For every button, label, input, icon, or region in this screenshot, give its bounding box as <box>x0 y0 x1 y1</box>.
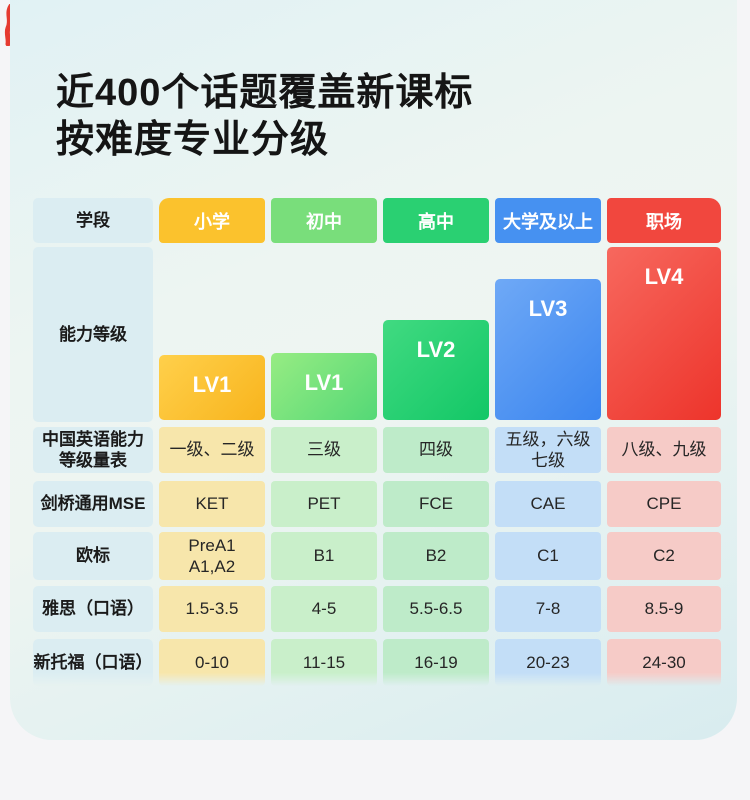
table-cell: 八级、九级 <box>607 427 721 473</box>
stage-header-primary-school: 小学 <box>159 198 265 243</box>
level-bar-lv4-workplace: LV4 <box>607 247 721 420</box>
table-cell: 7-8 <box>495 586 601 632</box>
level-bar-lv3-university: LV3 <box>495 279 601 420</box>
table-cell: KET <box>159 481 265 527</box>
table-cell: PET <box>271 481 377 527</box>
table-cell: 24-30 <box>607 639 721 686</box>
table-cell: CAE <box>495 481 601 527</box>
stage-header-senior-high: 高中 <box>383 198 489 243</box>
page-title-line1: 近400个话题覆盖新课标 <box>56 72 474 114</box>
table-cell: C1 <box>495 532 601 580</box>
table-cell: C2 <box>607 532 721 580</box>
table-cell: PreA1 A1,A2 <box>159 532 265 580</box>
stage-header-university-above: 大学及以上 <box>495 198 601 243</box>
table-cell: 1.5-3.5 <box>159 586 265 632</box>
row-label-ability-level: 能力等级 <box>33 247 153 422</box>
table-cell: 0-10 <box>159 639 265 686</box>
table-cell: 4-5 <box>271 586 377 632</box>
table-cell: FCE <box>383 481 489 527</box>
table-cell: 五级，六级 七级 <box>495 427 601 473</box>
level-bar-lv2-senior: LV2 <box>383 320 489 420</box>
table-cell: 三级 <box>271 427 377 473</box>
stage-header-workplace: 职场 <box>607 198 721 243</box>
corner-logo-mark <box>4 4 14 46</box>
row-label-cefr: 欧标 <box>33 532 153 580</box>
row-label-cambridge-mse: 剑桥通用MSE <box>33 481 153 527</box>
table-cell: 11-15 <box>271 639 377 686</box>
table-cell: 5.5-6.5 <box>383 586 489 632</box>
table-cell: 8.5-9 <box>607 586 721 632</box>
level-bar-lv1-primary: LV1 <box>159 355 265 420</box>
table-cell: 一级、二级 <box>159 427 265 473</box>
page-title-line2: 按难度专业分级 <box>56 119 330 161</box>
table-cell: 20-23 <box>495 639 601 686</box>
table-cell: B1 <box>271 532 377 580</box>
row-label-stage: 学段 <box>33 198 153 243</box>
level-bar-lv1-junior: LV1 <box>271 353 377 420</box>
row-label-ielts-speaking: 雅思（口语） <box>33 586 153 632</box>
table-cell: 四级 <box>383 427 489 473</box>
stage-header-junior-high: 初中 <box>271 198 377 243</box>
row-label-toefl-speaking: 新托福（口语） <box>33 639 153 686</box>
table-cell: B2 <box>383 532 489 580</box>
table-cell: CPE <box>607 481 721 527</box>
page-title: 近400个话题覆盖新课标 按难度专业分级 <box>56 70 473 164</box>
table-cell: 16-19 <box>383 639 489 686</box>
row-label-china-standard-scale: 中国英语能力 等级量表 <box>33 427 153 473</box>
